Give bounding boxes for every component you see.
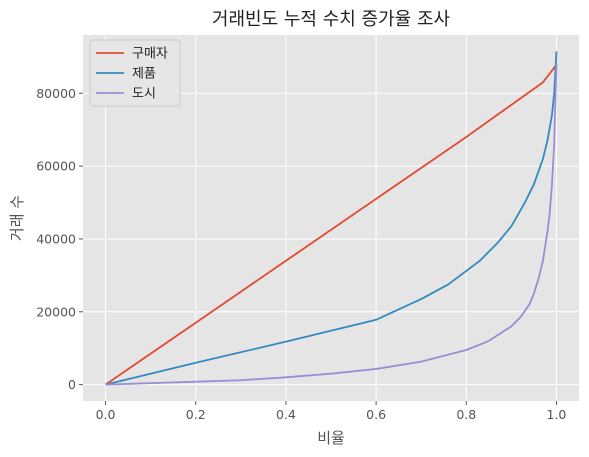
series-line-3	[105, 64, 558, 386]
legend-label: 제품	[132, 67, 156, 82]
legend-label: 도시	[132, 87, 156, 102]
series-line-2	[105, 51, 558, 386]
y-tick-label: 40000	[36, 231, 76, 246]
series-lines	[105, 51, 558, 386]
y-axis-label: 거래 수	[8, 195, 26, 241]
chart-title: 거래빈도 누적 수치 증가율 조사	[212, 9, 451, 30]
x-tick-label: 1.0	[547, 407, 567, 422]
x-axis-label: 비율	[317, 429, 345, 447]
y-tick-label: 0	[68, 377, 76, 392]
legend-label: 구매자	[132, 47, 168, 62]
y-tick-label: 80000	[36, 86, 76, 101]
series-line-1	[105, 64, 558, 386]
x-tick-label: 0.8	[456, 407, 476, 422]
x-tick-label: 0.2	[186, 407, 206, 422]
x-tick-label: 0.4	[276, 407, 296, 422]
y-axis-ticks: 0 20000 40000 60000 80000	[36, 86, 83, 392]
y-tick-label: 20000	[36, 304, 76, 319]
grid	[83, 35, 579, 401]
y-tick-label: 60000	[36, 159, 76, 174]
x-tick-label: 0.6	[366, 407, 386, 422]
legend-box	[89, 39, 181, 107]
x-axis-ticks: 0.0 0.2 0.4 0.6 0.8 1.0	[96, 401, 567, 422]
x-tick-label: 0.0	[96, 407, 116, 422]
